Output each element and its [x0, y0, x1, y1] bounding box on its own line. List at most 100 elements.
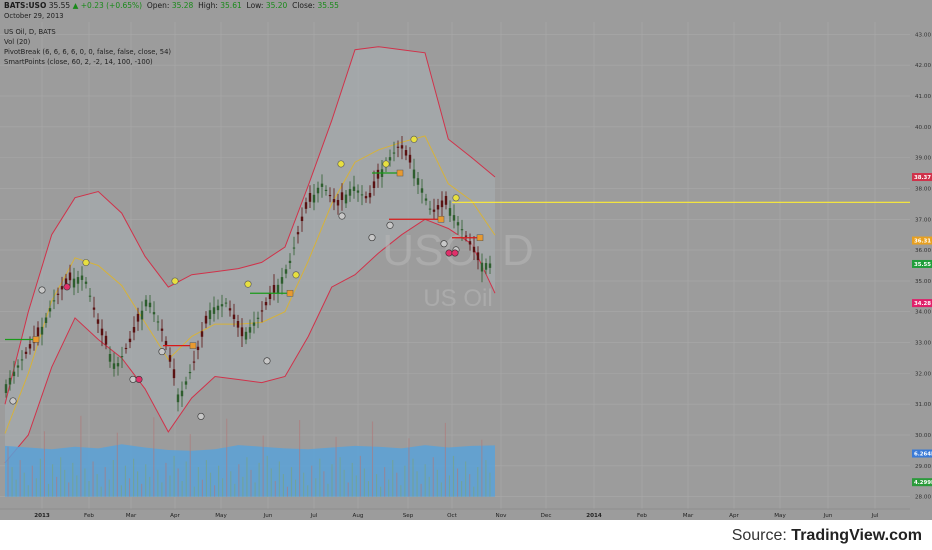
candle-body: [240, 327, 244, 337]
price-tick-label: 36.00: [915, 248, 931, 254]
price-tick-label: 39.00: [915, 156, 931, 162]
smartpoint-low-marker: [129, 375, 137, 383]
indicator-series-title[interactable]: US Oil, D, BATS: [4, 28, 56, 36]
close-value: 35.55: [317, 1, 339, 10]
candle-body: [360, 194, 364, 196]
candle-body: [132, 327, 136, 333]
candle-body: [332, 199, 336, 203]
smartpoint-low-marker: [9, 397, 17, 405]
indicator-smartpoints[interactable]: SmartPoints (close, 60, 2, -2, 14, 100, …: [4, 58, 153, 66]
smartpoint-low-marker: [386, 221, 394, 229]
candle-body: [268, 293, 272, 300]
price-tick-label: 35.00: [915, 279, 931, 285]
candle-body: [220, 304, 224, 307]
candle-body: [444, 195, 448, 205]
candle-body: [112, 363, 116, 369]
candle-body: [184, 381, 188, 385]
smartpoint-low-marker: [158, 348, 166, 356]
candle-body: [180, 390, 184, 397]
smartpoint-low-marker: [197, 412, 205, 420]
candle-body: [20, 359, 24, 361]
price-tag-label: 34.28: [914, 301, 931, 307]
candle-body: [276, 284, 280, 294]
candle-body: [364, 196, 368, 199]
date-label: October 29, 2013: [4, 12, 64, 20]
candle-body: [448, 208, 452, 216]
candle-body: [204, 315, 208, 324]
candle-body: [420, 188, 424, 193]
candle-body: [56, 293, 60, 295]
pivot-break-marker: [32, 336, 40, 343]
candle-body: [440, 200, 444, 208]
candle-body: [144, 299, 148, 307]
candle-body: [464, 235, 468, 237]
candle-body: [72, 278, 76, 288]
candle-body: [356, 190, 360, 193]
candle-body: [280, 277, 284, 284]
candle-body: [376, 169, 380, 179]
candle-body: [140, 310, 144, 320]
candle-body: [424, 198, 428, 201]
candle-body: [188, 371, 192, 374]
time-tick-label: 2014: [586, 513, 602, 519]
candle-body: [488, 263, 492, 268]
candle-body: [80, 275, 84, 280]
candle-body: [232, 314, 236, 320]
candle-body: [36, 327, 40, 337]
candle-body: [64, 278, 68, 284]
candle-body: [212, 307, 216, 314]
candle-body: [408, 154, 412, 163]
price-tag-label: 36.31: [914, 239, 931, 245]
low-label: Low:: [246, 1, 264, 10]
candle-body: [256, 317, 260, 319]
candle-body: [284, 269, 288, 274]
lower-band-line: [4, 218, 496, 464]
candle-body: [148, 302, 152, 308]
candle-body: [176, 394, 180, 403]
candle-body: [388, 157, 392, 161]
close-label: Close:: [292, 1, 316, 10]
price-tick-label: 33.00: [915, 341, 931, 347]
smartpoint-high-marker: [337, 160, 345, 168]
candle-body: [484, 263, 488, 270]
price-tick-label: 41.00: [915, 94, 931, 100]
candle-body: [452, 215, 456, 221]
smartpoint-low-marker: [263, 357, 271, 365]
indicator-pivotbreak[interactable]: PivotBreak (6, 6, 6, 6, 0, 0, false, fal…: [4, 48, 172, 56]
low-value: 35.20: [265, 1, 288, 10]
pivot-break-marker: [437, 216, 445, 223]
candle-body: [432, 209, 436, 212]
time-tick-label: Mar: [683, 513, 694, 519]
source-credit[interactable]: Source: TradingView.com: [732, 527, 922, 545]
smartpoint-high-marker: [171, 277, 179, 285]
price-tag: [912, 236, 932, 245]
candle-body: [16, 365, 20, 368]
candle-body: [88, 295, 92, 297]
candle-body: [308, 193, 312, 202]
candle-body: [336, 199, 340, 206]
price-tick-label: 29.00: [915, 464, 931, 470]
time-tick-label: Sep: [403, 513, 414, 519]
price-tick-label: 34.00: [915, 310, 931, 316]
time-tick-label: Dec: [541, 513, 552, 519]
candle-body: [472, 246, 476, 253]
price-tick-label: 32.00: [915, 371, 931, 377]
candle-body: [156, 321, 160, 323]
candle-body: [404, 150, 408, 156]
indicator-volume[interactable]: Vol (20): [4, 38, 31, 46]
price-tag: [912, 299, 932, 308]
time-tick-label: Oct: [447, 513, 457, 519]
candle-body: [4, 384, 8, 393]
candle-body: [40, 326, 44, 335]
source-prefix: Source:: [731, 527, 792, 544]
price-tick-label: 38.00: [915, 186, 931, 192]
candle-body: [60, 286, 64, 290]
candle-body: [12, 371, 16, 377]
candle-body: [128, 338, 132, 343]
time-tick-label: May: [774, 513, 786, 519]
smartpoint-high-marker: [244, 280, 252, 288]
price-tag: [912, 173, 932, 182]
candle-body: [152, 312, 156, 315]
